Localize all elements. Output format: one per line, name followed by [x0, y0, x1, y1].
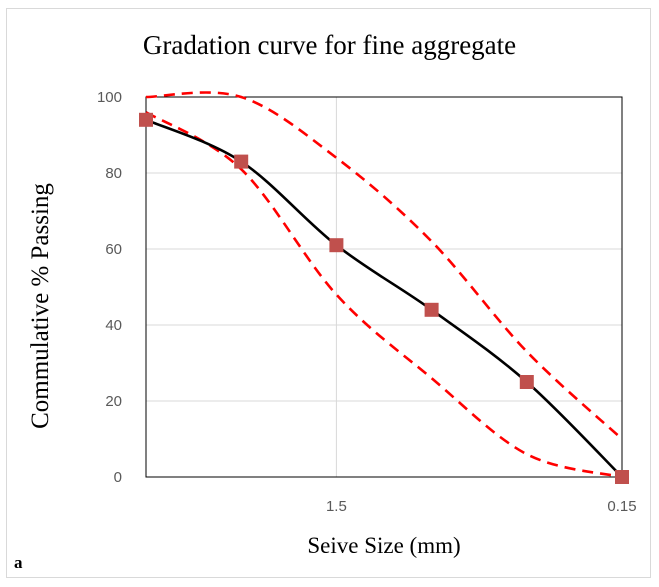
lower-limit-line: [145, 111, 623, 479]
y-tick-label: 100: [97, 89, 122, 106]
y-tick-label: 20: [105, 393, 122, 410]
data-point-marker: [234, 154, 249, 169]
y-tick-label: 40: [105, 317, 122, 334]
data-point-marker: [519, 375, 534, 389]
plot-border: [145, 96, 623, 478]
data-point-marker: [329, 238, 344, 253]
data-point-marker: [139, 112, 153, 127]
y-tick-label: 60: [105, 241, 122, 258]
x-tick-label: 1.5: [326, 498, 347, 515]
x-axis-label: Seive Size (mm): [307, 533, 461, 558]
panel-label: a: [14, 553, 23, 572]
tick-labels: 0 20 40 60 80 100 1.5 0.15: [97, 89, 637, 515]
upper-limit-line: [145, 91, 623, 440]
data-point-marker: [615, 470, 629, 484]
y-tick-label: 80: [105, 165, 122, 182]
data-point-marker: [424, 302, 439, 317]
chart-title: Gradation curve for fine aggregate: [142, 30, 517, 60]
observed-line: [145, 118, 623, 478]
grid: [145, 96, 623, 478]
y-tick-label: 0: [114, 469, 122, 486]
chart-frame: [6, 8, 651, 578]
x-tick-label: 0.15: [607, 498, 636, 515]
series-layer: [139, 91, 629, 484]
